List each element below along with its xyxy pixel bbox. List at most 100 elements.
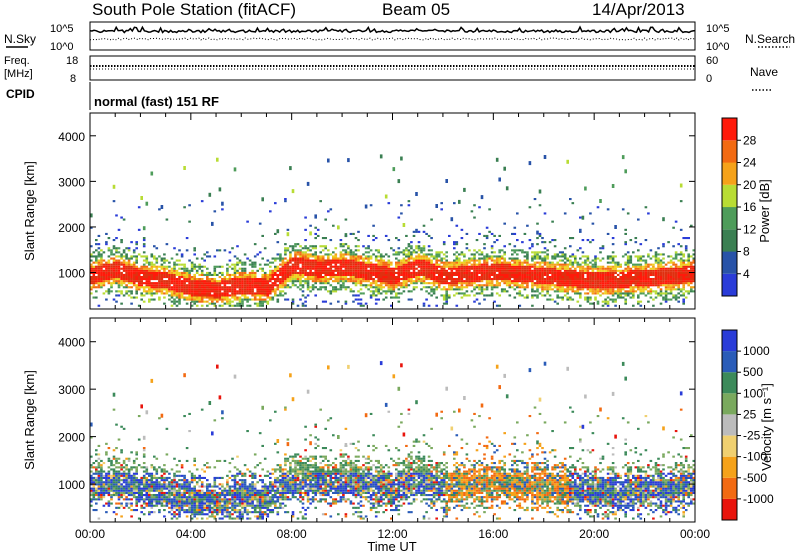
power-cell — [248, 278, 252, 281]
power-cell — [180, 271, 184, 274]
power-cell — [505, 273, 509, 276]
power-cell — [390, 296, 393, 299]
power-cell — [352, 273, 355, 276]
power-cell — [95, 282, 98, 285]
power-cell — [511, 265, 514, 268]
power-cell — [609, 280, 612, 283]
power-cell — [662, 273, 665, 276]
power-cell — [246, 304, 249, 307]
power-cell — [662, 253, 665, 256]
power-cell — [120, 278, 123, 281]
velocity-cell — [120, 425, 123, 428]
power-cell — [591, 271, 595, 274]
power-cell — [115, 276, 118, 279]
power-cell — [135, 267, 138, 270]
power-cell — [226, 300, 229, 303]
power-cell — [369, 286, 373, 289]
power-cell — [198, 300, 201, 303]
power-cell — [448, 282, 451, 285]
power-cell — [652, 280, 655, 283]
power-cell — [203, 284, 206, 287]
power-cell — [100, 261, 103, 264]
power-cell — [390, 261, 393, 264]
power-cell — [586, 271, 590, 274]
velocity-cell — [140, 476, 143, 479]
power-cell — [669, 273, 673, 276]
nave-label: Nave — [750, 65, 778, 79]
power-cell — [415, 271, 418, 274]
power-cell — [505, 276, 509, 279]
velocity-cell — [122, 470, 126, 473]
power-cell — [566, 257, 569, 260]
nsky-tick-bottom: 10^0 — [50, 41, 74, 53]
power-cell — [364, 278, 368, 281]
power-cell — [354, 280, 358, 283]
power-cell — [354, 298, 358, 301]
power-cell — [548, 271, 552, 274]
power-cell — [316, 276, 320, 279]
velocity-cell — [95, 468, 98, 471]
power-cell — [682, 269, 685, 272]
power-cell — [536, 255, 539, 258]
power-cell — [458, 286, 461, 289]
velocity-cell — [100, 498, 103, 501]
power-cell — [163, 273, 166, 276]
power-cell — [465, 276, 469, 279]
power-cell — [621, 271, 625, 274]
power-cell — [682, 259, 685, 262]
power-cell — [185, 271, 189, 274]
velocity-cell — [158, 489, 161, 492]
velocity-cell — [100, 489, 103, 492]
power-cell — [490, 263, 494, 266]
power-cell — [137, 286, 141, 289]
power-cell — [528, 265, 532, 268]
power-cell — [395, 263, 398, 266]
power-cell — [223, 284, 227, 287]
power-cell — [594, 259, 597, 262]
power-cell — [599, 288, 602, 291]
power-cell — [586, 280, 590, 283]
power-cell — [258, 296, 262, 299]
power-cell — [518, 292, 522, 295]
power-cell — [150, 269, 154, 272]
power-cell — [654, 282, 658, 285]
power-cell — [579, 247, 582, 250]
power-cell — [127, 273, 131, 276]
power-cell — [437, 276, 441, 279]
power-cell — [211, 282, 214, 285]
power-cell — [256, 286, 259, 289]
power-cell — [556, 288, 559, 291]
power-cell — [682, 298, 685, 301]
power-cell — [639, 265, 643, 268]
power-cell — [571, 276, 575, 279]
power-cell — [349, 251, 353, 254]
power-cell — [581, 278, 585, 281]
power-cell — [589, 276, 592, 279]
power-cell — [614, 276, 617, 279]
power-cell — [518, 276, 522, 279]
power-cell — [470, 210, 474, 213]
power-cell — [677, 265, 680, 268]
power-cell — [669, 261, 673, 264]
power-cell — [266, 294, 270, 297]
power-cell — [604, 298, 607, 301]
power-cell — [536, 278, 539, 281]
power-cell — [543, 269, 547, 272]
power-cell — [448, 294, 451, 297]
power-cell — [556, 269, 559, 272]
power-cell — [374, 265, 378, 268]
velocity-cell — [142, 476, 146, 479]
power-cell — [460, 251, 464, 254]
power-cell — [442, 280, 446, 283]
power-cell — [526, 259, 529, 262]
power-cell — [667, 284, 670, 287]
power-cell — [117, 269, 121, 272]
velocity-cell — [130, 479, 133, 482]
power-colorbar-tick-label: 8 — [743, 245, 750, 259]
velocity-cell — [158, 496, 161, 499]
power-cell — [97, 267, 101, 270]
power-cell — [364, 261, 368, 264]
power-cell — [662, 298, 665, 301]
power-y-tick-label: 4000 — [58, 130, 85, 144]
power-cell — [591, 288, 595, 291]
